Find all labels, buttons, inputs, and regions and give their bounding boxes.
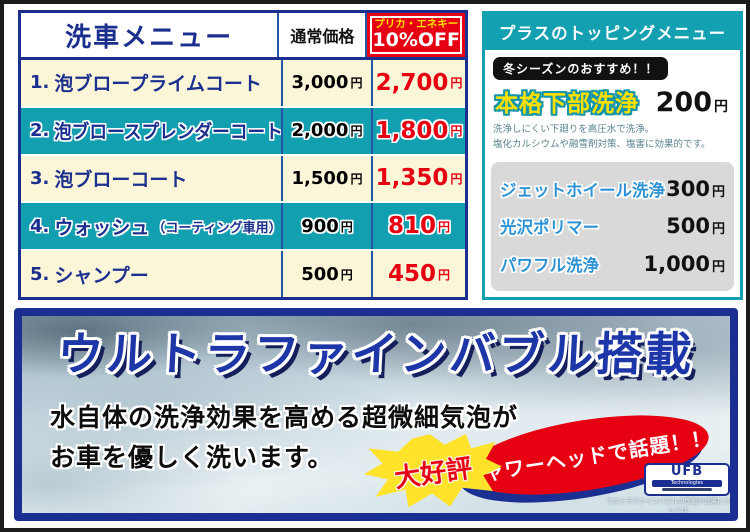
yen-label: 円	[438, 219, 451, 234]
wash-menu-table: 洗車メニュー 通常価格 プリカ・エネキー 10%OFF 1. 泡ブロープライムコ…	[18, 10, 468, 300]
service-name: 泡ブローコート	[54, 168, 188, 191]
list-item: ジェットホイール洗浄 300 円	[500, 177, 725, 201]
service-name-note: （コーティング車用）	[152, 220, 282, 236]
normal-price: 900 円	[283, 203, 373, 250]
popular-starburst: 大好評	[361, 428, 505, 514]
service-name: ウォッシュ	[54, 216, 150, 239]
row-number: 3.	[30, 167, 50, 189]
yen-label: 円	[340, 267, 353, 282]
yen-label: 円	[340, 219, 353, 234]
season-recommend-badge: 冬シーズンのおすすめ！！	[493, 57, 669, 80]
discount-price: 1,800 円	[375, 117, 463, 144]
featured-item-description: 洗浄しにくい下廻りを高圧水で洗浄。 塩化カルシウムや融雪剤対策、塩害に効果的です…	[493, 124, 711, 150]
yen-label: 円	[350, 171, 363, 186]
yen-label: 円	[350, 76, 363, 91]
topping-item-price: 500 円	[666, 214, 725, 239]
table-row: 3. 泡ブローコート 1,500 円 1,350 円	[21, 153, 465, 202]
yen-label: 円	[450, 76, 463, 91]
featured-item-row: 本格下部洗浄 200 円	[493, 80, 732, 118]
topping-featured-section: 冬シーズンのおすすめ！！ 本格下部洗浄 200 円 洗浄しにくい下廻りを高圧水で洗…	[485, 50, 740, 152]
topping-menu-panel: プラスのトッピングメニュー 冬シーズンのおすすめ！！ 本格下部洗浄 200 円 洗…	[482, 11, 743, 300]
wash-menu-title: 洗車メニュー	[21, 13, 280, 57]
discount-price: 810 円	[387, 213, 451, 240]
service-name: シャンプー	[54, 264, 149, 287]
ufb-logo: UFB Technologies	[644, 463, 730, 496]
list-item: 光沢ポリマー 500 円	[500, 214, 725, 238]
popular-starburst-text: 大好評	[392, 453, 475, 494]
discount-badge-line2: 10%OFF	[372, 29, 460, 52]
list-item: パワフル洗浄 1,000 円	[500, 252, 725, 276]
yen-label: 円	[714, 99, 728, 115]
yen-label: 円	[350, 124, 363, 139]
ultrafine-bubble-banner: ウルトラファインバブル搭載 水自体の洗浄効果を高める超微細気泡が お車を優しく洗…	[14, 308, 738, 521]
table-row: 5. シャンプー 500 円 450 円	[21, 249, 465, 297]
banner-title: ウルトラファインバブル搭載	[55, 327, 696, 381]
discount-price: 450 円	[387, 261, 451, 288]
discount-price: 1,350 円	[375, 165, 463, 192]
normal-price: 2,000 円	[283, 107, 373, 154]
topping-item-price: 1,000 円	[643, 252, 725, 277]
discount-price: 2,700 円	[375, 69, 463, 96]
topping-item-name: パワフル洗浄	[500, 256, 599, 276]
table-row: 1. 泡ブロープライムコート 3,000 円 2,700 円	[21, 60, 465, 106]
yen-label: 円	[711, 222, 725, 238]
fine-print: ウルトラファインバブルの性能や効果について詳しくは 株式会社シバタのHPをご確認…	[606, 497, 738, 521]
yen-label: 円	[450, 124, 463, 139]
yen-label: 円	[438, 267, 451, 282]
table-row: 2. 泡ブロースプレンダーコート 2,000 円 1,800 円	[21, 105, 465, 154]
ufb-logo-text: UFB	[670, 464, 704, 479]
yen-label: 円	[711, 184, 725, 200]
service-name: 泡ブロースプレンダーコート	[54, 121, 283, 144]
yen-label: 円	[711, 260, 725, 276]
row-number: 5.	[30, 263, 50, 285]
ufb-logo-mark	[662, 487, 712, 491]
topping-item-name: ジェットホイール洗浄	[500, 180, 665, 200]
topping-menu-title: プラスのトッピングメニュー	[485, 14, 740, 50]
topping-item-price: 300 円	[666, 176, 725, 201]
discount-badge-inner: プリカ・エネキー 10%OFF	[370, 16, 462, 54]
discount-badge: プリカ・エネキー 10%OFF	[367, 13, 465, 57]
normal-price: 1,500 円	[283, 155, 373, 202]
row-number: 4.	[30, 215, 50, 237]
banner-text-line1: 水自体の洗浄効果を高める超微細気泡が	[50, 403, 519, 432]
service-name: 泡ブロープライムコート	[54, 73, 262, 96]
ufb-logo-subtext: Technologies	[651, 479, 723, 487]
normal-price: 3,000 円	[283, 60, 373, 106]
featured-item-name: 本格下部洗浄	[495, 91, 639, 117]
yen-label: 円	[450, 171, 463, 186]
table-row: 4. ウォッシュ （コーティング車用） 900 円 810 円	[21, 201, 465, 250]
topping-item-name: 光沢ポリマー	[500, 218, 599, 238]
normal-price: 500 円	[283, 251, 373, 297]
featured-item-price: 200 円	[655, 87, 728, 118]
normal-price-header: 通常価格	[279, 13, 368, 57]
discount-badge-line1: プリカ・エネキー	[374, 17, 459, 30]
row-number: 2.	[30, 120, 50, 142]
topping-items-block: ジェットホイール洗浄 300 円 光沢ポリマー 500 円 パワフル洗浄 1,000…	[491, 162, 734, 291]
table-header-row: 洗車メニュー 通常価格 プリカ・エネキー 10%OFF	[21, 13, 465, 60]
banner-text-line2: お車を優しく洗います。	[50, 443, 334, 472]
row-number: 1.	[30, 72, 50, 94]
